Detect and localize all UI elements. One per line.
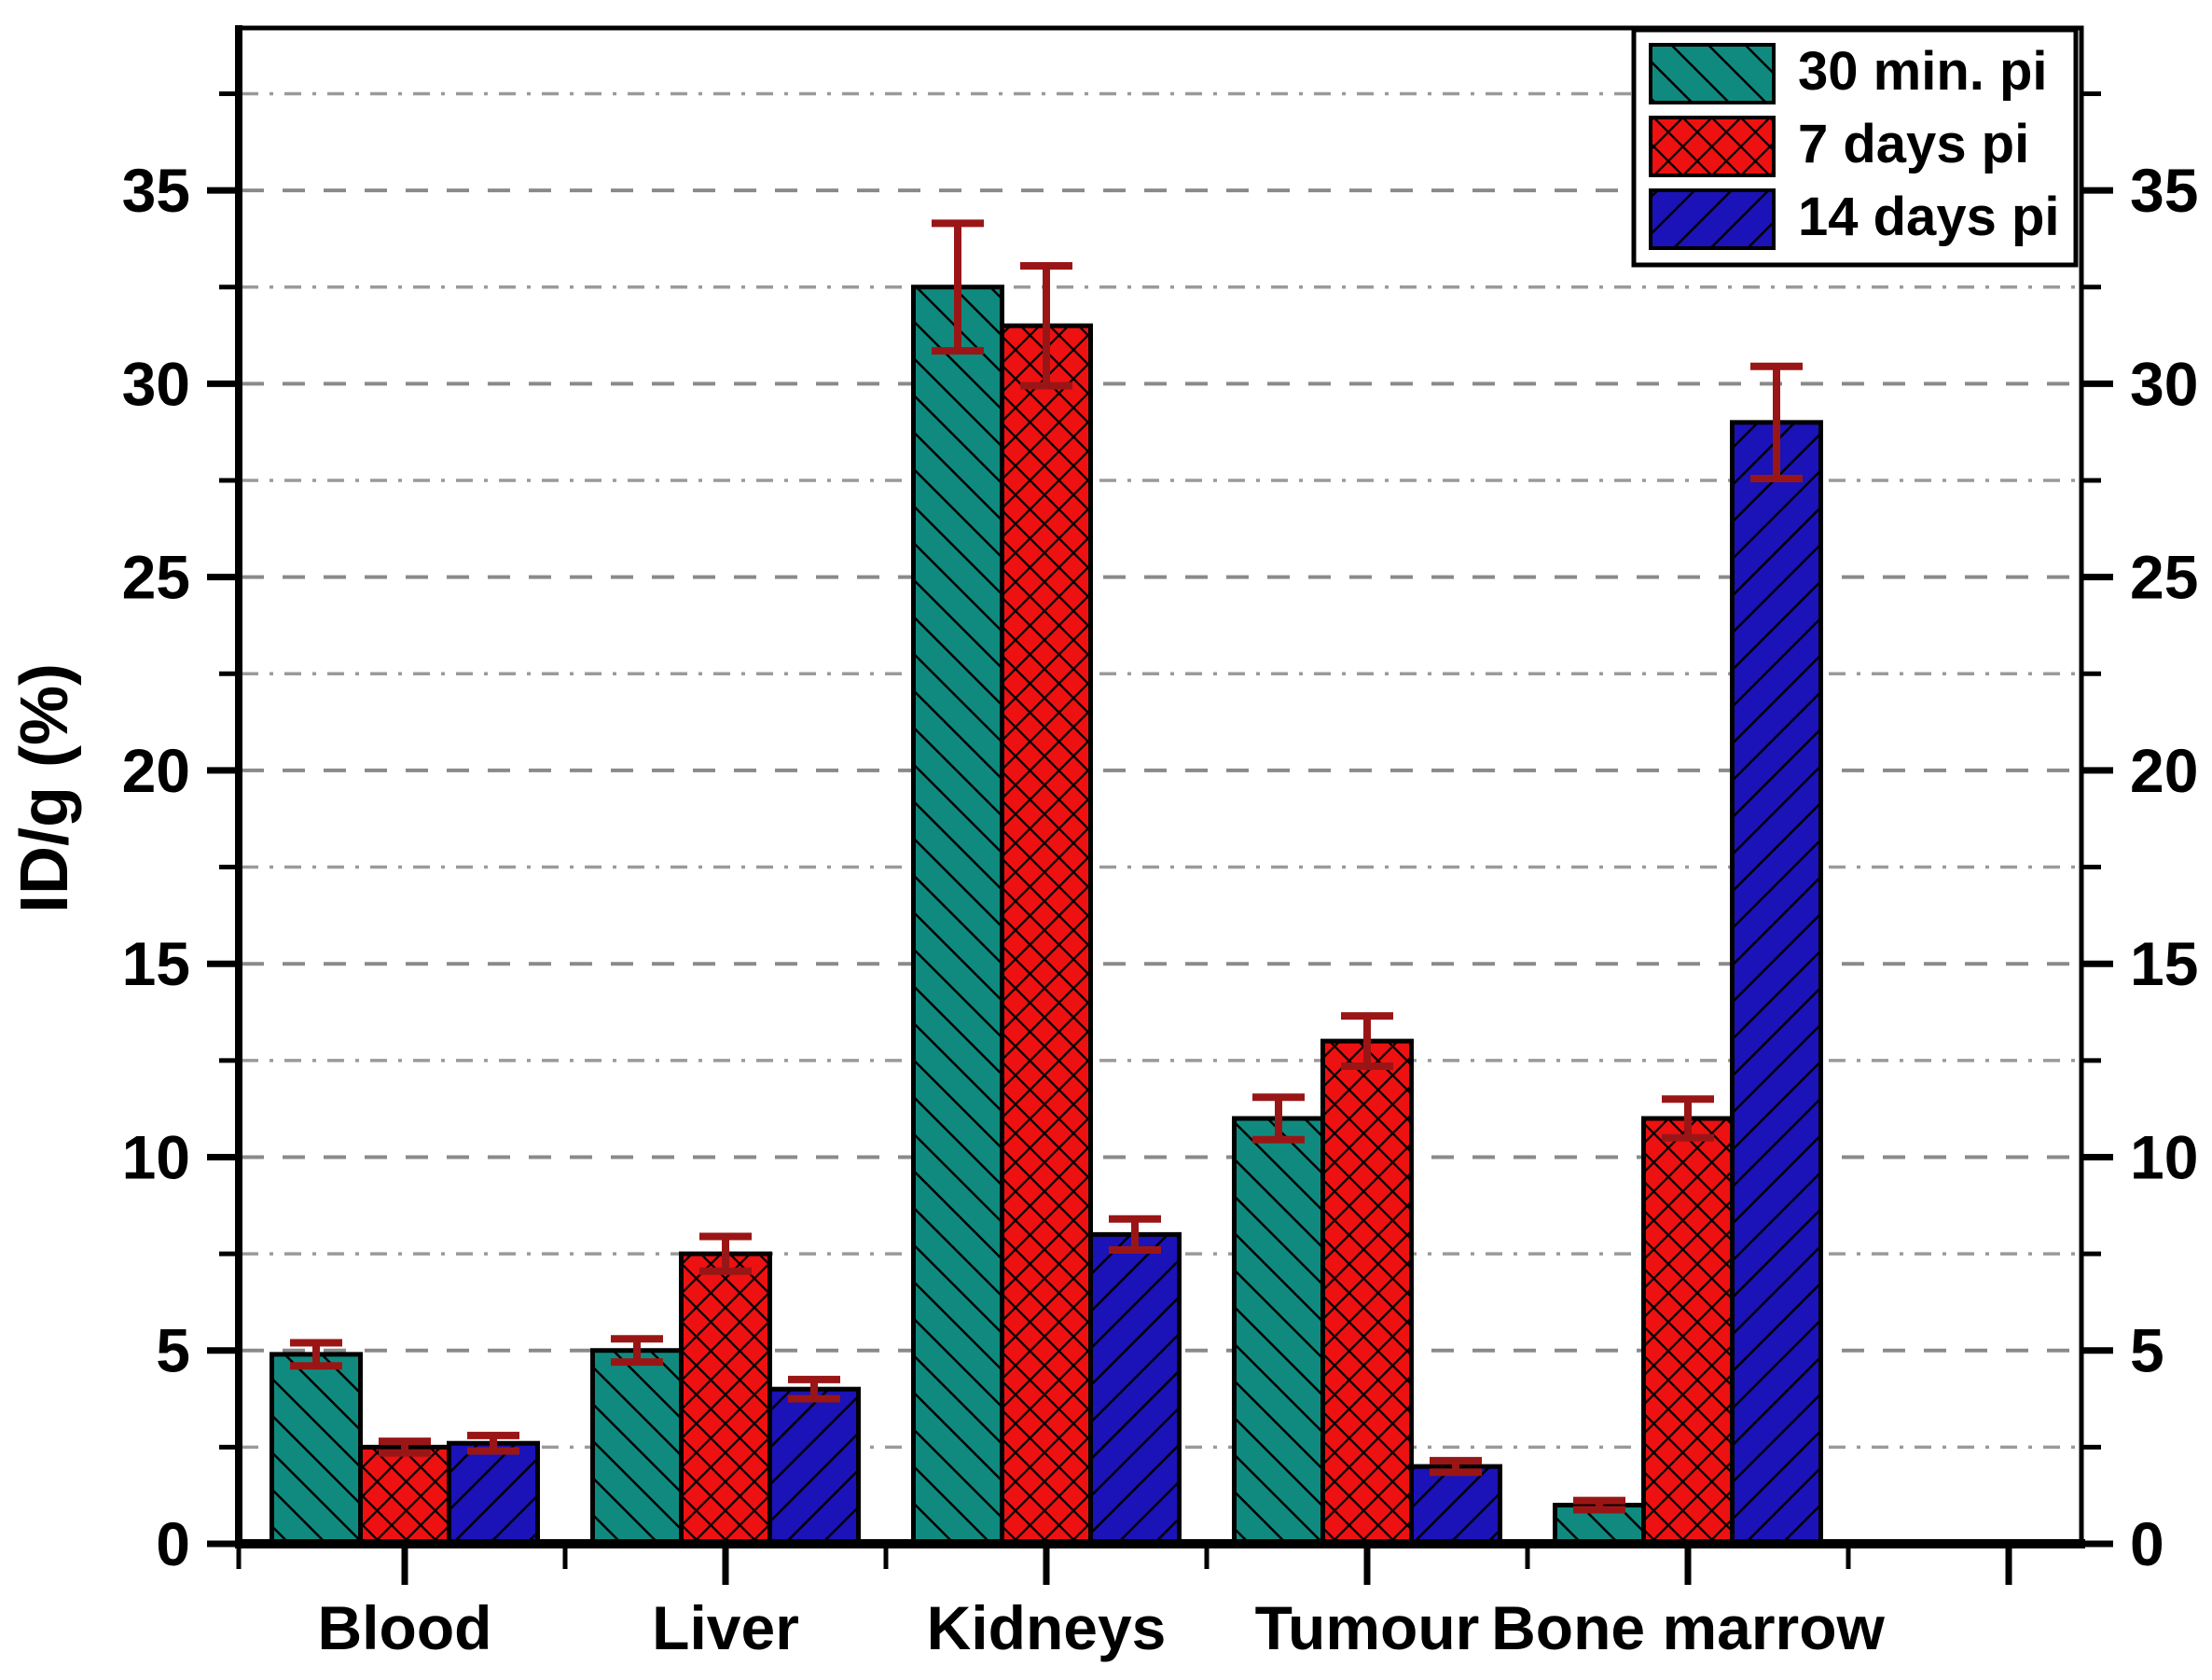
bar-tumour-series-0 — [1232, 1116, 1325, 1547]
left-tick-label: 30 — [122, 349, 190, 418]
right-tick-label: 10 — [2130, 1122, 2198, 1191]
bar-bone-marrow-series-1 — [1641, 1116, 1735, 1547]
error-bars — [290, 219, 1803, 1514]
right-tick-label: 35 — [2130, 156, 2198, 225]
category-label-bone-marrow: Bone marrow — [1491, 1593, 1885, 1662]
right-tick-label: 25 — [2130, 543, 2198, 612]
category-label-blood: Blood — [318, 1593, 492, 1662]
right-tick-label: 0 — [2130, 1509, 2164, 1578]
bar-blood-series-1 — [358, 1444, 451, 1547]
error-bar — [379, 1437, 431, 1457]
bar-tumour-series-1 — [1320, 1038, 1414, 1547]
bar-liver-series-2 — [767, 1386, 861, 1547]
axis-ticks — [207, 90, 2113, 1585]
legend: 30 min. pi 7 days pi 14 days pi — [1631, 27, 2079, 268]
bar-kidneys-series-2 — [1088, 1231, 1182, 1547]
right-tick-label: 30 — [2130, 349, 2198, 418]
plot-frame — [235, 25, 2085, 1548]
legend-label-2: 14 days pi — [1798, 187, 2059, 247]
error-bar — [1341, 1012, 1393, 1071]
left-tick-label: 5 — [156, 1316, 190, 1385]
legend-swatch-2 — [1649, 188, 1776, 250]
error-bar — [611, 1335, 663, 1367]
bar-blood-series-0 — [270, 1352, 363, 1547]
right-tick-label: 15 — [2130, 929, 2198, 998]
error-bar — [467, 1431, 519, 1455]
legend-label-1: 7 days pi — [1798, 114, 2029, 174]
bars — [270, 285, 1823, 1547]
category-label-liver: Liver — [652, 1593, 799, 1662]
bar-bone-marrow-series-2 — [1730, 420, 1823, 1547]
error-bar — [1252, 1093, 1305, 1144]
category-labels: Blood Liver Kidneys Tumour Bone marrow — [318, 1593, 1886, 1662]
error-bar — [1109, 1215, 1161, 1254]
y-axis-title: ID/g (%) — [7, 663, 82, 913]
error-bar — [699, 1232, 752, 1275]
left-tick-label: 10 — [122, 1122, 190, 1191]
left-tick-label: 0 — [156, 1509, 190, 1578]
category-label-kidneys: Kidneys — [927, 1593, 1167, 1662]
left-tick-label: 35 — [122, 156, 190, 225]
error-bar — [1573, 1496, 1625, 1514]
error-bar — [788, 1375, 840, 1403]
bar-kidneys-series-1 — [1000, 323, 1093, 1547]
bar-kidneys-series-0 — [911, 285, 1004, 1547]
right-tick-label: 5 — [2130, 1316, 2164, 1385]
axis-tick-labels: 0 0 5 5 10 10 15 15 20 20 25 25 30 30 35 35 — [122, 156, 2199, 1578]
bar-liver-series-0 — [590, 1348, 684, 1547]
bar-tumour-series-2 — [1409, 1464, 1502, 1547]
error-bar — [1430, 1456, 1482, 1477]
bar-blood-series-2 — [447, 1440, 540, 1547]
legend-swatch-0 — [1649, 43, 1776, 104]
left-tick-label: 20 — [122, 736, 190, 805]
error-bar — [290, 1339, 342, 1370]
error-bar — [1750, 362, 1803, 482]
bar-liver-series-1 — [679, 1251, 772, 1547]
error-bar — [932, 219, 984, 355]
error-bar — [1020, 261, 1072, 390]
category-label-tumour: Tumour — [1255, 1593, 1480, 1662]
error-bar — [1662, 1095, 1714, 1142]
right-tick-label: 20 — [2130, 736, 2198, 805]
legend-swatch-1 — [1649, 116, 1776, 177]
left-tick-label: 25 — [122, 543, 190, 612]
legend-label-0: 30 min. pi — [1798, 41, 2048, 102]
left-tick-label: 15 — [122, 929, 190, 998]
